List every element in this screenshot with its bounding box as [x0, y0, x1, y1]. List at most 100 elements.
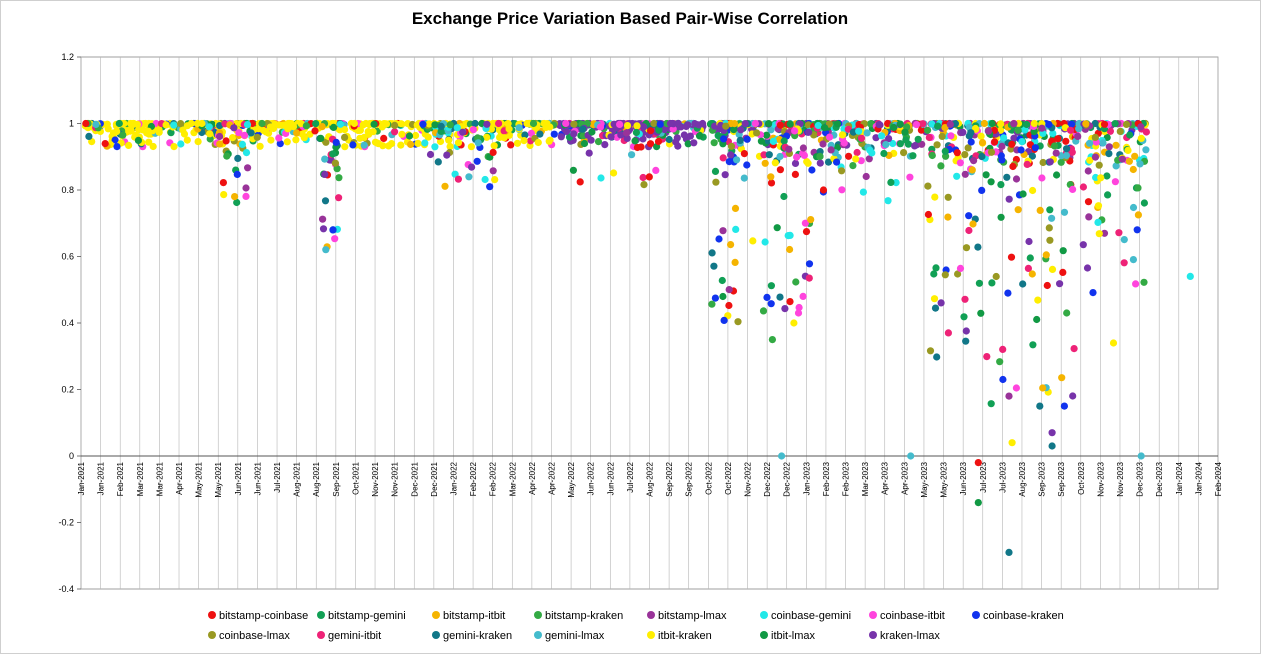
point-gemini-kraken	[216, 122, 224, 130]
point-kraken-lmax	[666, 119, 675, 128]
point-coinbase-gemini	[177, 140, 185, 148]
point-itbit-kraken	[1095, 230, 1103, 238]
x-tick-label: Jan-2024	[1175, 461, 1184, 495]
x-tick-label: Sep-2022	[665, 461, 674, 496]
point-coinbase-kraken	[720, 135, 728, 143]
point-bitstamp-itbit	[978, 138, 987, 147]
point-bitstamp-coinbase	[953, 149, 961, 157]
point-itbit-kraken	[127, 126, 135, 134]
point-coinbase-lmax	[331, 159, 339, 167]
point-kraken-lmax	[1046, 158, 1054, 166]
point-kraken-lmax	[875, 121, 883, 129]
point-coinbase-lmax	[924, 182, 932, 190]
x-tick-label: Sep-2023	[1038, 461, 1047, 496]
point-coinbase-lmax	[753, 129, 761, 137]
point-bitstamp-gemini	[932, 264, 940, 272]
legend-label: gemini-kraken	[443, 630, 512, 642]
point-coinbase-gemini	[889, 139, 897, 148]
point-coinbase-lmax	[933, 141, 941, 149]
point-coinbase-kraken	[1004, 289, 1012, 297]
point-itbit-lmax	[988, 119, 996, 128]
x-tick-label: Jan-2023	[802, 461, 811, 495]
point-itbit-kraken	[385, 142, 393, 150]
point-itbit-lmax	[896, 120, 904, 128]
point-itbit-kraken	[229, 134, 237, 142]
point-bitstamp-gemini	[233, 198, 241, 207]
point-coinbase-gemini	[1021, 126, 1029, 134]
point-itbit-kraken	[145, 138, 153, 146]
point-bitstamp-itbit	[216, 140, 224, 148]
point-bitstamp-coinbase	[645, 173, 653, 181]
point-itbit-lmax	[370, 120, 378, 128]
point-itbit-kraken	[425, 120, 433, 128]
point-gemini-itbit	[335, 194, 343, 202]
point-bitstamp-gemini	[988, 279, 996, 287]
y-tick-label: 1.2	[61, 52, 74, 62]
point-kraken-lmax	[1048, 429, 1056, 437]
point-bitstamp-gemini	[997, 181, 1005, 189]
point-itbit-kraken	[454, 139, 463, 147]
point-bitstamp-coinbase	[974, 459, 982, 467]
x-tick-label: Jun-2022	[587, 461, 596, 495]
point-itbit-kraken	[284, 125, 292, 133]
point-gemini-kraken	[85, 132, 93, 140]
point-bitstamp-itbit	[441, 182, 449, 190]
point-bitstamp-itbit	[941, 124, 949, 132]
point-bitstamp-lmax	[865, 155, 873, 163]
point-itbit-kraken	[504, 120, 512, 128]
point-gemini-lmax	[322, 246, 330, 254]
point-coinbase-gemini	[170, 121, 178, 129]
point-itbit-kraken	[125, 141, 133, 149]
point-gemini-lmax	[1136, 160, 1144, 168]
point-itbit-kraken	[977, 132, 985, 140]
y-tick-label: 0.4	[61, 318, 74, 328]
point-gemini-itbit	[495, 119, 503, 128]
x-tick-label: Dec-2022	[763, 461, 772, 496]
point-bitstamp-coinbase	[1043, 281, 1051, 290]
point-itbit-kraken	[104, 125, 112, 133]
point-bitstamp-gemini	[437, 127, 445, 135]
point-bitstamp-coinbase	[767, 179, 776, 187]
point-gemini-lmax	[863, 129, 871, 137]
point-gemini-kraken	[536, 130, 544, 138]
point-bitstamp-lmax	[725, 286, 733, 294]
point-coinbase-gemini	[953, 172, 961, 180]
point-gemini-itbit	[961, 295, 969, 303]
x-tick-label: Jul-2023	[998, 461, 1007, 492]
point-coinbase-lmax	[838, 167, 846, 175]
point-itbit-lmax	[431, 121, 439, 129]
point-coinbase-gemini	[866, 146, 874, 154]
point-itbit-kraken	[256, 142, 264, 150]
point-bitstamp-gemini	[711, 167, 720, 175]
point-gemini-lmax	[628, 151, 636, 159]
point-itbit-kraken	[490, 142, 498, 150]
legend-label: coinbase-itbit	[880, 610, 945, 622]
legend-marker	[432, 631, 440, 639]
point-bitstamp-lmax	[827, 146, 835, 154]
x-tick-label: Nov-2022	[744, 461, 753, 496]
point-gemini-lmax	[733, 156, 741, 164]
point-itbit-kraken	[1048, 265, 1057, 273]
point-bitstamp-kraken	[529, 119, 538, 128]
point-gemini-kraken	[710, 262, 718, 270]
x-tick-label: Feb-2023	[842, 461, 851, 496]
point-gemini-lmax	[1048, 214, 1056, 222]
point-gemini-itbit	[1023, 160, 1031, 168]
point-coinbase-gemini	[884, 197, 892, 205]
point-kraken-lmax	[872, 134, 880, 142]
point-bitstamp-coinbase	[1059, 268, 1067, 276]
point-coinbase-itbit	[331, 235, 339, 243]
point-bitstamp-coinbase	[1054, 135, 1062, 143]
point-coinbase-kraken	[833, 158, 841, 166]
point-itbit-kraken	[382, 120, 391, 128]
legend-label: gemini-lmax	[545, 630, 605, 642]
point-bitstamp-coinbase	[786, 298, 794, 306]
x-tick-label: Apr-2021	[175, 461, 184, 494]
point-kraken-lmax	[557, 133, 565, 141]
point-bitstamp-gemini	[1104, 191, 1112, 199]
point-coinbase-gemini	[761, 238, 769, 246]
legend-label: kraken-lmax	[880, 630, 940, 642]
point-itbit-kraken	[397, 120, 405, 128]
point-gemini-itbit	[805, 274, 813, 282]
x-tick-label: Aug-2023	[1018, 461, 1027, 496]
